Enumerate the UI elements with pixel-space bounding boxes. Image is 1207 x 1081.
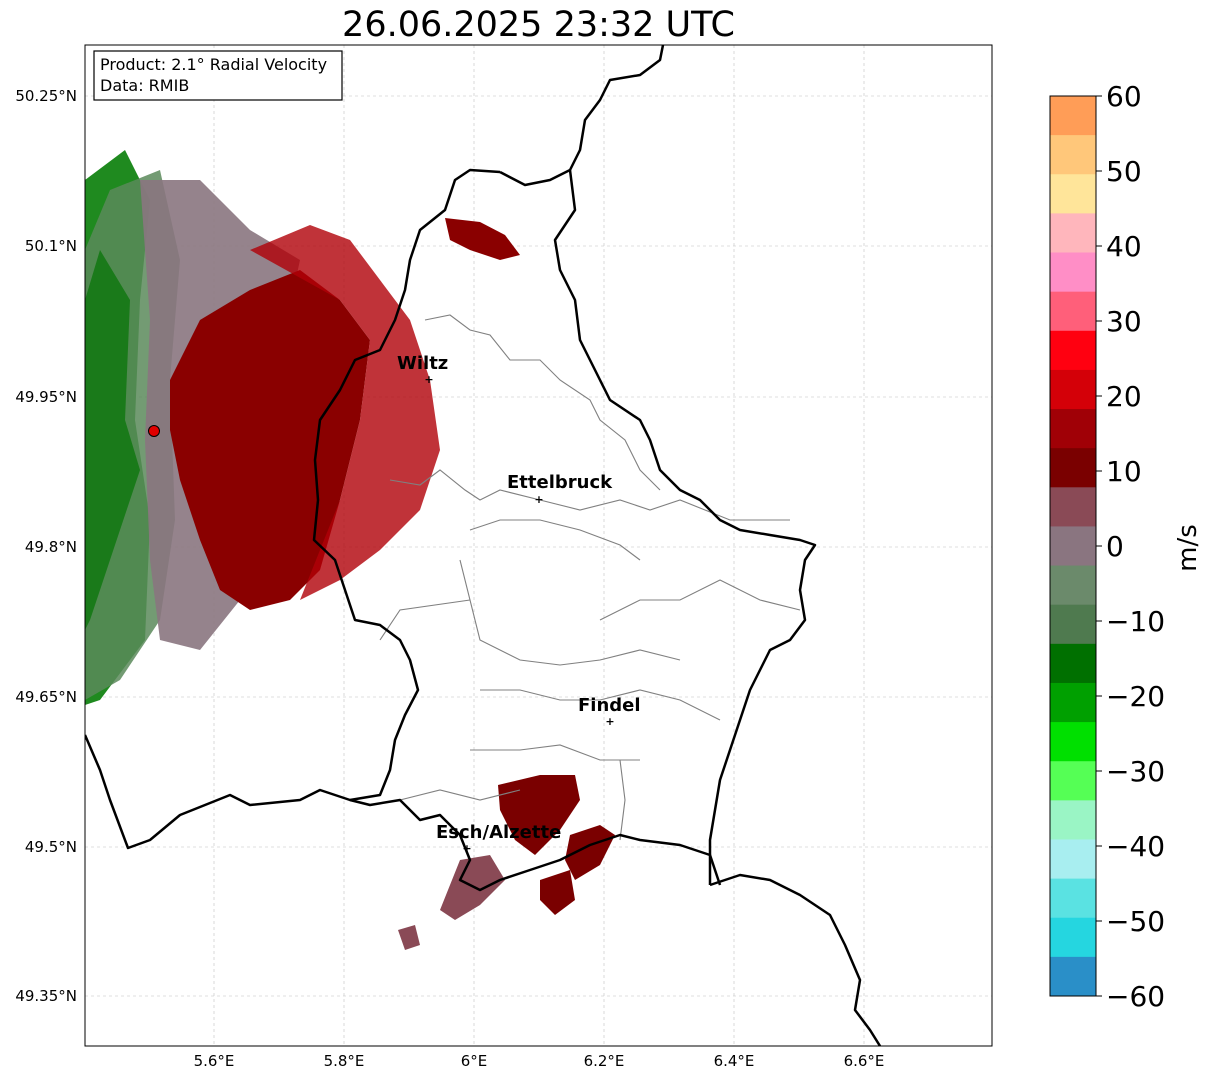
- place-labels: Wiltz + Ettelbruck + Findel + Esch/Alzet…: [397, 353, 641, 855]
- lon-tick-label: 6.2°E: [584, 1052, 625, 1070]
- place-label-findel: Findel: [578, 695, 641, 716]
- echo-outbound-core: [170, 270, 370, 610]
- info-line-product: Product: 2.1° Radial Velocity: [100, 55, 327, 74]
- radar-echoes: [85, 150, 615, 950]
- country-borders: [85, 45, 882, 1046]
- lon-tick-label: 6°E: [461, 1052, 488, 1070]
- echo-north-cell: [445, 218, 520, 260]
- echo-south-cell-5: [398, 925, 420, 950]
- lat-tick-label: 49.5°N: [25, 838, 77, 856]
- map-frame: [84, 44, 993, 1047]
- place-marker-esch-alzette: +: [462, 842, 471, 855]
- map-title: 26.06.2025 23:32 UTC: [342, 5, 735, 45]
- info-box: Product: 2.1° Radial Velocity Data: RMIB: [93, 50, 343, 101]
- echo-south-cell-2: [565, 825, 615, 880]
- lon-tick-label: 6.4°E: [714, 1052, 755, 1070]
- belgium-luxembourg-border: [85, 168, 501, 850]
- info-line-source: Data: RMIB: [100, 76, 189, 95]
- lat-tick-label: 49.8°N: [25, 538, 77, 556]
- echo-outbound-fringe: [250, 225, 440, 600]
- place-label-ettelbruck: Ettelbruck: [507, 472, 613, 493]
- canton-borders: [379, 314, 801, 841]
- echo-inbound-near: [85, 250, 140, 630]
- luxembourg-france-border: [349, 798, 722, 892]
- echo-south-cell-1: [498, 775, 580, 855]
- place-label-wiltz: Wiltz: [397, 353, 448, 374]
- radar-site-marker: [148, 425, 160, 437]
- lon-tick-label: 5.6°E: [194, 1052, 235, 1070]
- lat-tick-label: 50.1°N: [25, 237, 77, 255]
- place-marker-wiltz: +: [424, 373, 433, 386]
- lat-tick-label: 49.35°N: [15, 987, 77, 1005]
- lat-tick-labels: 50.25°N 50.1°N 49.95°N 49.8°N 49.65°N 49…: [15, 87, 77, 1005]
- luxembourg-germany-border: [499, 45, 665, 187]
- lat-tick-label: 49.95°N: [15, 388, 77, 406]
- lon-tick-label: 6.6°E: [844, 1052, 885, 1070]
- lat-tick-label: 50.25°N: [15, 87, 77, 105]
- lon-tick-labels: 5.6°E 5.8°E 6°E 6.2°E 6.4°E 6.6°E: [194, 1052, 885, 1070]
- place-label-esch-alzette: Esch/Alzette: [436, 822, 561, 843]
- lat-tick-label: 49.65°N: [15, 688, 77, 706]
- germany-france-border: [709, 873, 882, 1046]
- place-marker-findel: +: [605, 715, 614, 728]
- lon-tick-label: 5.8°E: [324, 1052, 365, 1070]
- echo-south-cell-3: [540, 870, 575, 915]
- place-marker-ettelbruck: +: [534, 493, 543, 506]
